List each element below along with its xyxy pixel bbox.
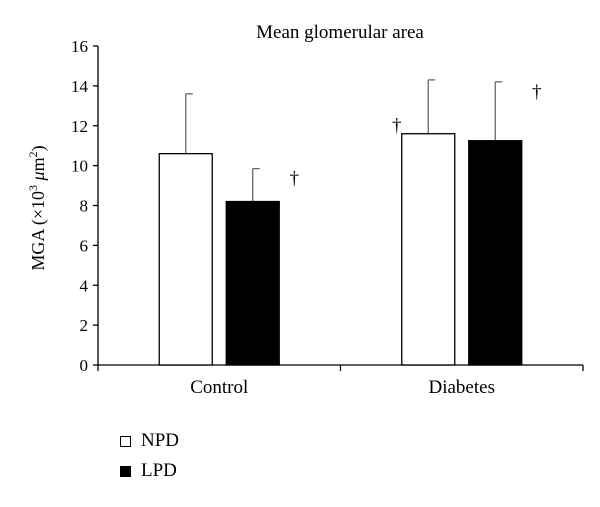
y-axis-label-unit-m: m — [28, 157, 48, 171]
bar-lpd-diabetes — [468, 140, 523, 366]
x-category-label: Control — [190, 377, 248, 398]
x-category-label: Diabetes — [429, 377, 495, 398]
y-axis-label-prefix: MGA (×10 — [28, 191, 49, 271]
legend-swatch-lpd — [120, 465, 131, 477]
legend-swatch-npd — [120, 435, 131, 447]
significance-marker: † — [532, 82, 542, 103]
y-tick-label: 8 — [80, 197, 89, 216]
legend-label-lpd: LPD — [141, 460, 177, 481]
y-axis-label-suffix: ) — [28, 145, 49, 151]
y-axis-label-unit-mu: μ — [28, 171, 48, 181]
y-tick-label: 14 — [71, 77, 89, 96]
bars: † † † — [158, 79, 542, 366]
bar-npd-diabetes — [401, 133, 456, 366]
y-axis-label: MGA (×103 μm2) — [26, 145, 49, 270]
y-axis-label-unit-exponent: 2 — [26, 151, 40, 157]
bar-npd-control — [158, 153, 213, 366]
chart-title: Mean glomerular area — [256, 22, 424, 43]
y-tick-label: 12 — [71, 117, 88, 136]
x-axis: Control Diabetes — [97, 364, 584, 398]
significance-marker: † — [392, 116, 402, 137]
legend-item-npd: NPD — [120, 430, 179, 452]
y-axis-label-exponent: 3 — [26, 185, 40, 191]
legend-label-npd: NPD — [141, 430, 180, 451]
legend-item-lpd: LPD — [120, 460, 177, 482]
y-tick-label: 6 — [80, 236, 89, 255]
y-tick-label: 16 — [71, 37, 88, 56]
y-tick-label: 0 — [80, 356, 89, 375]
y-tick-label: 4 — [80, 276, 89, 295]
y-tick-label: 10 — [71, 157, 88, 176]
y-tick-label: 2 — [80, 316, 89, 335]
significance-marker: † — [290, 169, 300, 190]
svg-text:MGA (×103 μm2): MGA (×103 μm2) — [26, 145, 49, 270]
bar-lpd-control — [225, 200, 280, 366]
y-axis: 0 2 4 6 8 10 12 14 16 — [71, 37, 99, 375]
